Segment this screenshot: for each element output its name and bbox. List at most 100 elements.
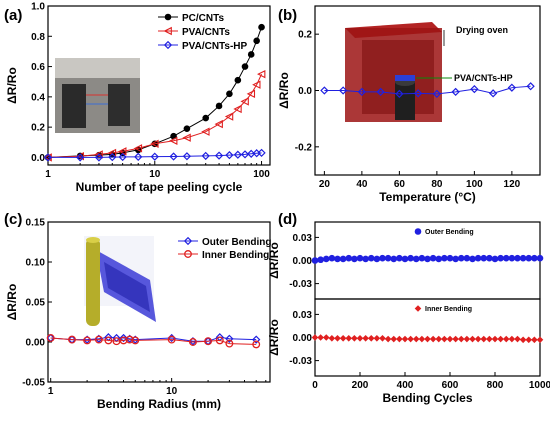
- data-point: [202, 114, 210, 122]
- data-point: [486, 335, 493, 343]
- data-point: [224, 112, 234, 121]
- data-point: [320, 86, 329, 95]
- data-point: [502, 254, 510, 262]
- data-point: [328, 334, 336, 342]
- y-tick-label: 0.0: [31, 153, 45, 164]
- data-point: [401, 335, 409, 343]
- data-point: [253, 37, 260, 45]
- data-point: [435, 335, 443, 343]
- data-point: [338, 86, 348, 95]
- data-point: [379, 254, 386, 262]
- data-point: [68, 335, 76, 344]
- data-point: [214, 119, 223, 129]
- data-point: [469, 335, 476, 343]
- data-point: [469, 255, 476, 263]
- data-point: [247, 51, 255, 58]
- y-tick-label: 0.8: [31, 32, 45, 43]
- x-tick-label: 100: [253, 169, 270, 180]
- data-point: [204, 337, 213, 346]
- plot-frame: [47, 5, 271, 166]
- data-point: [412, 335, 420, 343]
- y-axis-label: ΔR/Ro: [277, 72, 291, 109]
- y-tick-label: -0.05: [22, 378, 45, 389]
- legend-label: PVA/CNTs: [182, 27, 230, 38]
- data-point: [508, 335, 516, 343]
- data-point: [131, 336, 140, 345]
- data-point: [395, 89, 404, 99]
- data-point: [497, 254, 504, 262]
- x-tick-label: 100: [466, 179, 483, 190]
- legend-label: Inner Bending: [202, 250, 269, 261]
- data-point: [169, 152, 178, 161]
- y-tick-label: -0.03: [289, 279, 312, 290]
- data-point: [525, 254, 533, 262]
- data-point: [215, 336, 224, 345]
- data-point: [201, 127, 210, 136]
- data-point: [252, 335, 261, 344]
- data-point: [401, 255, 409, 263]
- data-point: [452, 335, 459, 343]
- y-axis-label: ΔR/Ro: [5, 67, 19, 104]
- data-point: [441, 254, 448, 262]
- data-point: [258, 23, 265, 31]
- annotation-drying-oven: Drying oven: [456, 25, 508, 35]
- x-axis-label: Bending Cycles: [382, 391, 472, 405]
- data-point: [432, 89, 442, 99]
- data-point: [345, 334, 353, 342]
- data-point: [189, 338, 197, 346]
- data-point: [435, 255, 443, 263]
- data-point: [424, 255, 431, 263]
- y-tick-label: 0.00: [26, 338, 46, 349]
- y-tick-label: 0.00: [293, 333, 313, 344]
- x-tick-label: 120: [504, 179, 521, 190]
- data-point: [225, 151, 234, 160]
- data-point: [94, 335, 103, 344]
- data-point: [418, 335, 426, 343]
- data-point: [407, 254, 414, 262]
- data-point: [424, 335, 431, 343]
- data-point: [497, 335, 504, 343]
- data-point: [75, 153, 85, 162]
- data-point: [317, 256, 324, 264]
- data-point: [317, 334, 324, 341]
- y-tick-label: 0.15: [26, 218, 46, 229]
- data-point: [429, 254, 437, 262]
- data-point: [446, 254, 454, 262]
- data-point: [474, 335, 482, 343]
- data-point: [246, 89, 256, 99]
- y-tick-label: 0.03: [293, 310, 313, 321]
- data-point: [328, 254, 336, 262]
- data-point: [536, 254, 544, 262]
- data-point: [531, 336, 538, 344]
- data-point: [43, 153, 53, 162]
- data-point: [119, 333, 128, 343]
- bending-illustration: [84, 236, 156, 326]
- data-point: [257, 148, 266, 158]
- y-axis-label: ΔR/Ro: [267, 319, 281, 356]
- series-line: [50, 336, 257, 342]
- data-point: [125, 335, 134, 344]
- data-point: [396, 335, 403, 343]
- data-point: [240, 97, 249, 106]
- data-point: [384, 254, 392, 262]
- x-tick-label: 10: [149, 169, 161, 180]
- data-point: [362, 255, 369, 263]
- x-tick-label: 1: [45, 169, 51, 180]
- data-point: [233, 104, 242, 114]
- data-point: [334, 255, 341, 263]
- y-axis-label: ΔR/Ro: [5, 284, 19, 321]
- data-point: [491, 255, 499, 263]
- data-point: [104, 336, 113, 345]
- data-point: [214, 151, 224, 160]
- x-tick-label: 10: [166, 386, 178, 397]
- data-point: [334, 334, 341, 342]
- data-point: [418, 254, 426, 262]
- data-point: [240, 150, 250, 159]
- data-point: [390, 255, 398, 263]
- x-axis-label: Bending Radius (mm): [97, 397, 221, 411]
- y-tick-label: 1.0: [31, 2, 45, 13]
- panel-label-a: (a): [4, 7, 22, 24]
- legend-label: Outer Bending: [202, 237, 271, 248]
- data-point: [252, 80, 261, 89]
